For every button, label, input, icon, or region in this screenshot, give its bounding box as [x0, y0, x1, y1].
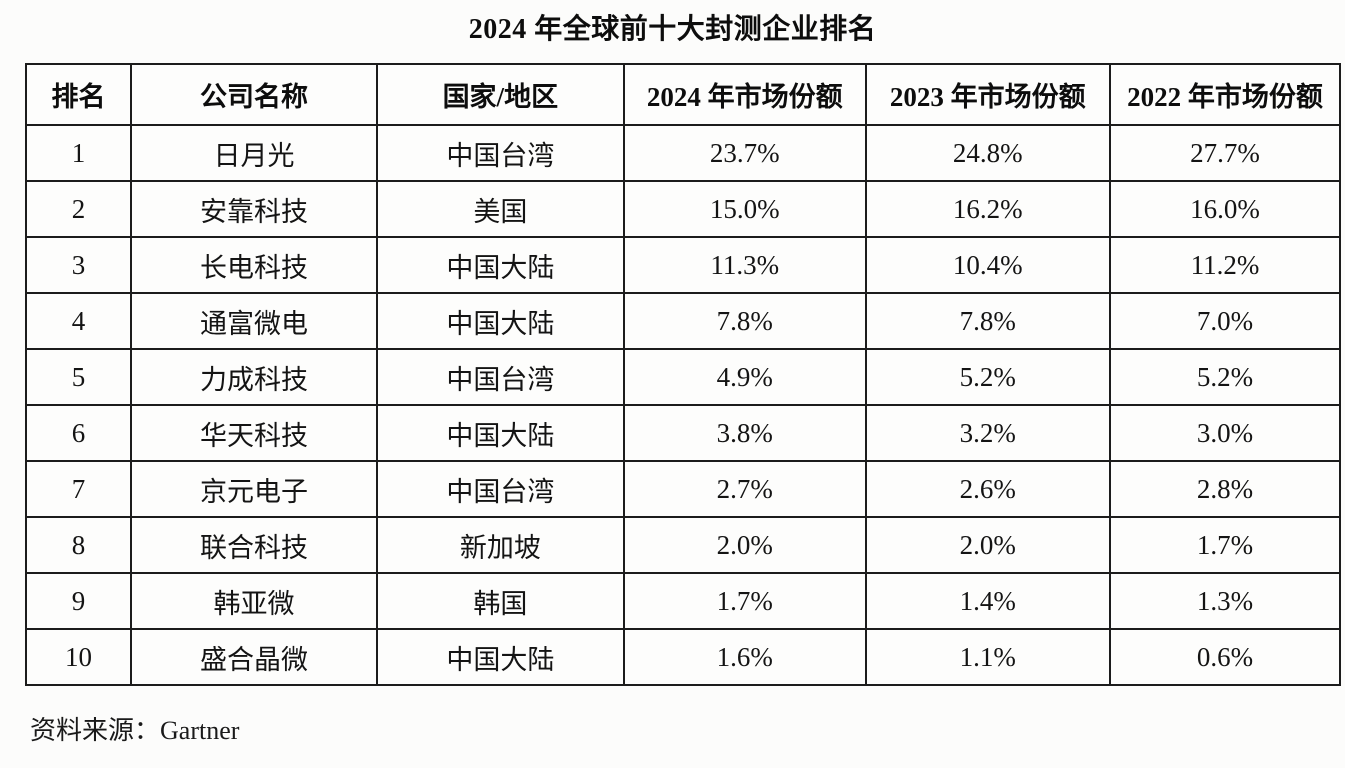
cell-region: 中国台湾 — [375, 124, 625, 182]
table-row: 9 韩亚微 韩国 1.7% 1.4% 1.3% — [24, 572, 1341, 630]
cell-share-2023: 24.8% — [864, 124, 1112, 182]
cell-company: 联合科技 — [130, 516, 378, 574]
cell-share-2024: 4.9% — [622, 348, 867, 406]
cell-share-2023: 7.8% — [864, 292, 1112, 350]
cell-share-2022: 27.7% — [1109, 124, 1341, 182]
source-note: 资料来源：Gartner — [30, 716, 240, 745]
cell-share-2023: 3.2% — [864, 404, 1112, 462]
cell-company: 盛合晶微 — [130, 628, 378, 686]
table-row: 2 安靠科技 美国 15.0% 16.2% 16.0% — [24, 180, 1341, 238]
cell-region: 中国大陆 — [375, 404, 625, 462]
column-header-share-2022: 2022 年市场份额 — [1109, 63, 1341, 126]
cell-share-2024: 1.6% — [622, 628, 867, 686]
column-header-share-2024: 2024 年市场份额 — [622, 63, 867, 126]
cell-company: 安靠科技 — [130, 180, 378, 238]
cell-company: 京元电子 — [130, 460, 378, 518]
cell-rank: 10 — [24, 628, 133, 686]
column-header-rank: 排名 — [24, 63, 133, 126]
cell-share-2022: 3.0% — [1109, 404, 1341, 462]
cell-company: 通富微电 — [130, 292, 378, 350]
table-row: 1 日月光 中国台湾 23.7% 24.8% 27.7% — [24, 124, 1341, 182]
cell-region: 中国台湾 — [375, 460, 625, 518]
column-header-share-2023: 2023 年市场份额 — [864, 63, 1112, 126]
cell-share-2022: 16.0% — [1109, 180, 1341, 238]
cell-share-2022: 1.3% — [1109, 572, 1341, 630]
cell-share-2023: 1.4% — [864, 572, 1112, 630]
cell-rank: 4 — [24, 292, 133, 350]
cell-company: 力成科技 — [130, 348, 378, 406]
cell-share-2024: 3.8% — [622, 404, 867, 462]
cell-share-2022: 11.2% — [1109, 236, 1341, 294]
cell-share-2024: 15.0% — [622, 180, 867, 238]
table-row: 10 盛合晶微 中国大陆 1.6% 1.1% 0.6% — [24, 628, 1341, 686]
cell-region: 中国大陆 — [375, 236, 625, 294]
cell-share-2023: 2.6% — [864, 460, 1112, 518]
cell-region: 中国台湾 — [375, 348, 625, 406]
cell-share-2024: 2.7% — [622, 460, 867, 518]
osat-ranking-table: 排名 公司名称 国家/地区 2024 年市场份额 2023 年市场份额 2022… — [24, 63, 1341, 686]
table-row: 6 华天科技 中国大陆 3.8% 3.2% 3.0% — [24, 404, 1341, 462]
cell-share-2023: 2.0% — [864, 516, 1112, 574]
cell-share-2023: 16.2% — [864, 180, 1112, 238]
cell-company: 长电科技 — [130, 236, 378, 294]
cell-share-2024: 1.7% — [622, 572, 867, 630]
cell-share-2022: 0.6% — [1109, 628, 1341, 686]
cell-share-2024: 2.0% — [622, 516, 867, 574]
cell-company: 华天科技 — [130, 404, 378, 462]
cell-rank: 1 — [24, 124, 133, 182]
table-row: 5 力成科技 中国台湾 4.9% 5.2% 5.2% — [24, 348, 1341, 406]
cell-share-2023: 1.1% — [864, 628, 1112, 686]
table-row: 3 长电科技 中国大陆 11.3% 10.4% 11.2% — [24, 236, 1341, 294]
cell-region: 新加坡 — [375, 516, 625, 574]
cell-rank: 8 — [24, 516, 133, 574]
cell-share-2022: 1.7% — [1109, 516, 1341, 574]
table-row: 7 京元电子 中国台湾 2.7% 2.6% 2.8% — [24, 460, 1341, 518]
cell-rank: 5 — [24, 348, 133, 406]
cell-rank: 9 — [24, 572, 133, 630]
cell-share-2022: 2.8% — [1109, 460, 1341, 518]
cell-region: 中国大陆 — [375, 628, 625, 686]
cell-share-2024: 7.8% — [622, 292, 867, 350]
cell-share-2022: 7.0% — [1109, 292, 1341, 350]
cell-rank: 3 — [24, 236, 133, 294]
cell-company: 韩亚微 — [130, 572, 378, 630]
cell-share-2022: 5.2% — [1109, 348, 1341, 406]
table-row: 4 通富微电 中国大陆 7.8% 7.8% 7.0% — [24, 292, 1341, 350]
cell-share-2023: 10.4% — [864, 236, 1112, 294]
cell-share-2023: 5.2% — [864, 348, 1112, 406]
column-header-region: 国家/地区 — [375, 63, 625, 126]
table-row: 8 联合科技 新加坡 2.0% 2.0% 1.7% — [24, 516, 1341, 574]
cell-share-2024: 23.7% — [622, 124, 867, 182]
cell-share-2024: 11.3% — [622, 236, 867, 294]
cell-rank: 2 — [24, 180, 133, 238]
page-title: 2024 年全球前十大封测企业排名 — [468, 14, 877, 45]
cell-region: 韩国 — [375, 572, 625, 630]
cell-rank: 6 — [24, 404, 133, 462]
cell-region: 美国 — [375, 180, 625, 238]
cell-region: 中国大陆 — [375, 292, 625, 350]
cell-company: 日月光 — [130, 124, 378, 182]
column-header-company: 公司名称 — [130, 63, 378, 126]
cell-rank: 7 — [24, 460, 133, 518]
table-header-row: 排名 公司名称 国家/地区 2024 年市场份额 2023 年市场份额 2022… — [24, 63, 1341, 126]
